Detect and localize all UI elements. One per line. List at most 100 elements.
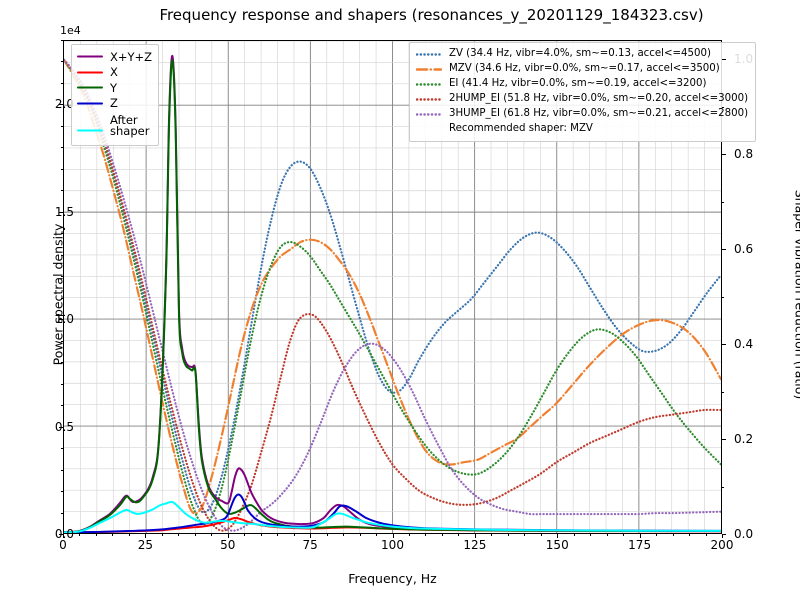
axis-tick-mark (310, 534, 312, 538)
legend-line-swatch-icon (77, 51, 103, 62)
legend-shapers: ZV (34.4 Hz, vibr=4.0%, sm~=0.13, accel<… (409, 42, 757, 142)
axis-tick-mark (60, 362, 63, 364)
legend-item-xyz[interactable]: X+Y+Z (77, 49, 152, 65)
legend-item-zv[interactable]: ZV (34.4 Hz, vibr=4.0%, sm~=0.13, accel<… (416, 47, 748, 62)
axis-tick-mark (639, 534, 641, 538)
axis-tick-mark (524, 534, 526, 537)
y2-tick-label: 0.0 (734, 527, 754, 541)
axis-tick-mark (60, 469, 63, 471)
y2-tick-label: 0.6 (734, 242, 754, 256)
legend-line-swatch-icon (77, 82, 103, 93)
axis-tick-mark (722, 59, 726, 60)
axis-tick-mark (408, 534, 410, 537)
axis-tick-mark (376, 534, 378, 537)
y-tick-label: 1.5 (54, 204, 74, 219)
axis-tick-mark (59, 534, 63, 535)
shaper-curve-2hump_ei (64, 58, 721, 532)
legend-line-swatch-icon (416, 79, 442, 90)
legend-line-swatch-icon (77, 125, 103, 136)
legend-item-label: ZV (34.4 Hz, vibr=4.0%, sm~=0.13, accel<… (449, 48, 711, 60)
recommended-shaper-label: Recommended shaper: MZV (449, 123, 593, 135)
legend-item-x[interactable]: X (77, 65, 152, 81)
legend-item-z[interactable]: Z (77, 96, 152, 112)
axis-tick-mark (60, 491, 63, 493)
y-tick-label: 0.0 (54, 527, 74, 541)
axis-tick-mark (112, 534, 114, 537)
axis-tick-mark (161, 534, 163, 537)
axis-tick-mark (722, 439, 726, 440)
axis-tick-mark (244, 534, 246, 537)
shaper-curve-mzv (64, 58, 721, 515)
axis-tick-mark (60, 405, 63, 407)
axis-tick-mark (722, 486, 725, 488)
axis-tick-mark (60, 254, 63, 256)
y-tick-label: 1.0 (54, 312, 74, 327)
axis-tick-mark (178, 534, 180, 537)
y-tick-label: 0.5 (54, 419, 74, 434)
axis-tick-mark (722, 534, 723, 538)
legend-item-label: 2HUMP_EI (51.8 Hz, vibr=0.0%, sm~=0.20, … (449, 93, 749, 105)
y2-axis-label: Shaper vibration reduction (ratio) (792, 189, 800, 400)
chart-title: Frequency response and shapers (resonanc… (159, 6, 704, 24)
legend-line-swatch-icon (416, 94, 442, 105)
legend-item-2hump_ei[interactable]: 2HUMP_EI (51.8 Hz, vibr=0.0%, sm~=0.20, … (416, 92, 748, 107)
legend-item-ei[interactable]: EI (41.4 Hz, vibr=0.0%, sm~=0.19, accel<… (416, 77, 748, 92)
data-curves (64, 54, 721, 533)
axis-tick-mark (145, 534, 147, 538)
legend-line-swatch-icon (416, 109, 442, 120)
y2-tick-label: 0.8 (734, 147, 754, 161)
axis-tick-mark (60, 297, 63, 299)
axis-tick-mark (79, 534, 81, 537)
legend-item-mzv[interactable]: MZV (34.6 Hz, vibr=0.0%, sm~=0.17, accel… (416, 62, 748, 77)
x-tick-label: 100 (381, 538, 404, 552)
legend-item-3hump_ei[interactable]: 3HUMP_EI (61.8 Hz, vibr=0.0%, sm~=0.21, … (416, 107, 748, 122)
axis-tick-mark (60, 125, 63, 127)
axis-tick-mark (507, 534, 509, 537)
axis-tick-mark (59, 211, 63, 213)
axis-tick-mark (491, 534, 493, 537)
gridlines (64, 41, 721, 533)
x-tick-label: 50 (220, 538, 236, 552)
axis-tick-mark (60, 448, 63, 450)
axis-tick-mark (590, 534, 592, 537)
axis-tick-mark (557, 534, 559, 538)
shaper-curve-3hump_ei (64, 58, 721, 532)
axis-tick-mark (60, 276, 63, 278)
axis-tick-mark (573, 534, 575, 537)
axis-tick-mark (656, 534, 658, 537)
axis-tick-mark (60, 147, 63, 149)
axis-tick-mark (474, 534, 476, 538)
axis-tick-mark (60, 190, 63, 192)
axis-tick-mark (260, 534, 262, 537)
x-tick-label: 75 (302, 538, 318, 552)
axis-tick-mark (326, 534, 328, 537)
axis-tick-mark (63, 534, 64, 538)
psd-curve-aftershaper (64, 500, 721, 533)
recommended-shaper-row: Recommended shaper: MZV (416, 122, 748, 137)
axis-tick-mark (60, 168, 63, 170)
axis-tick-mark (722, 154, 726, 155)
legend-line-swatch-icon (77, 98, 103, 109)
legend-item-aftershaper[interactable]: After shaper (77, 111, 152, 141)
legend-item-y[interactable]: Y (77, 80, 152, 96)
legend-item-label: 3HUMP_EI (61.8 Hz, vibr=0.0%, sm~=0.21, … (449, 108, 749, 120)
x-tick-label: 175 (628, 538, 652, 552)
axis-tick-mark (277, 534, 279, 537)
axis-tick-mark (359, 534, 361, 537)
axis-tick-mark (392, 534, 394, 538)
axis-tick-mark (343, 534, 345, 537)
x-tick-label: 150 (545, 538, 569, 552)
axis-tick-mark (59, 104, 63, 106)
y2-tick-label: 0.4 (734, 337, 754, 351)
axis-tick-mark (722, 201, 725, 203)
x-tick-label: 0 (59, 538, 67, 552)
axis-tick-mark (722, 106, 725, 108)
axis-tick-mark (227, 534, 229, 538)
x-tick-label: 125 (463, 538, 487, 552)
axis-tick-mark (722, 534, 726, 535)
axis-tick-mark (59, 426, 63, 428)
x-tick-label: 200 (710, 538, 734, 552)
legend-item-label: Y (110, 80, 118, 95)
axis-tick-mark (194, 534, 196, 537)
shaper-curve-ei (64, 58, 721, 526)
